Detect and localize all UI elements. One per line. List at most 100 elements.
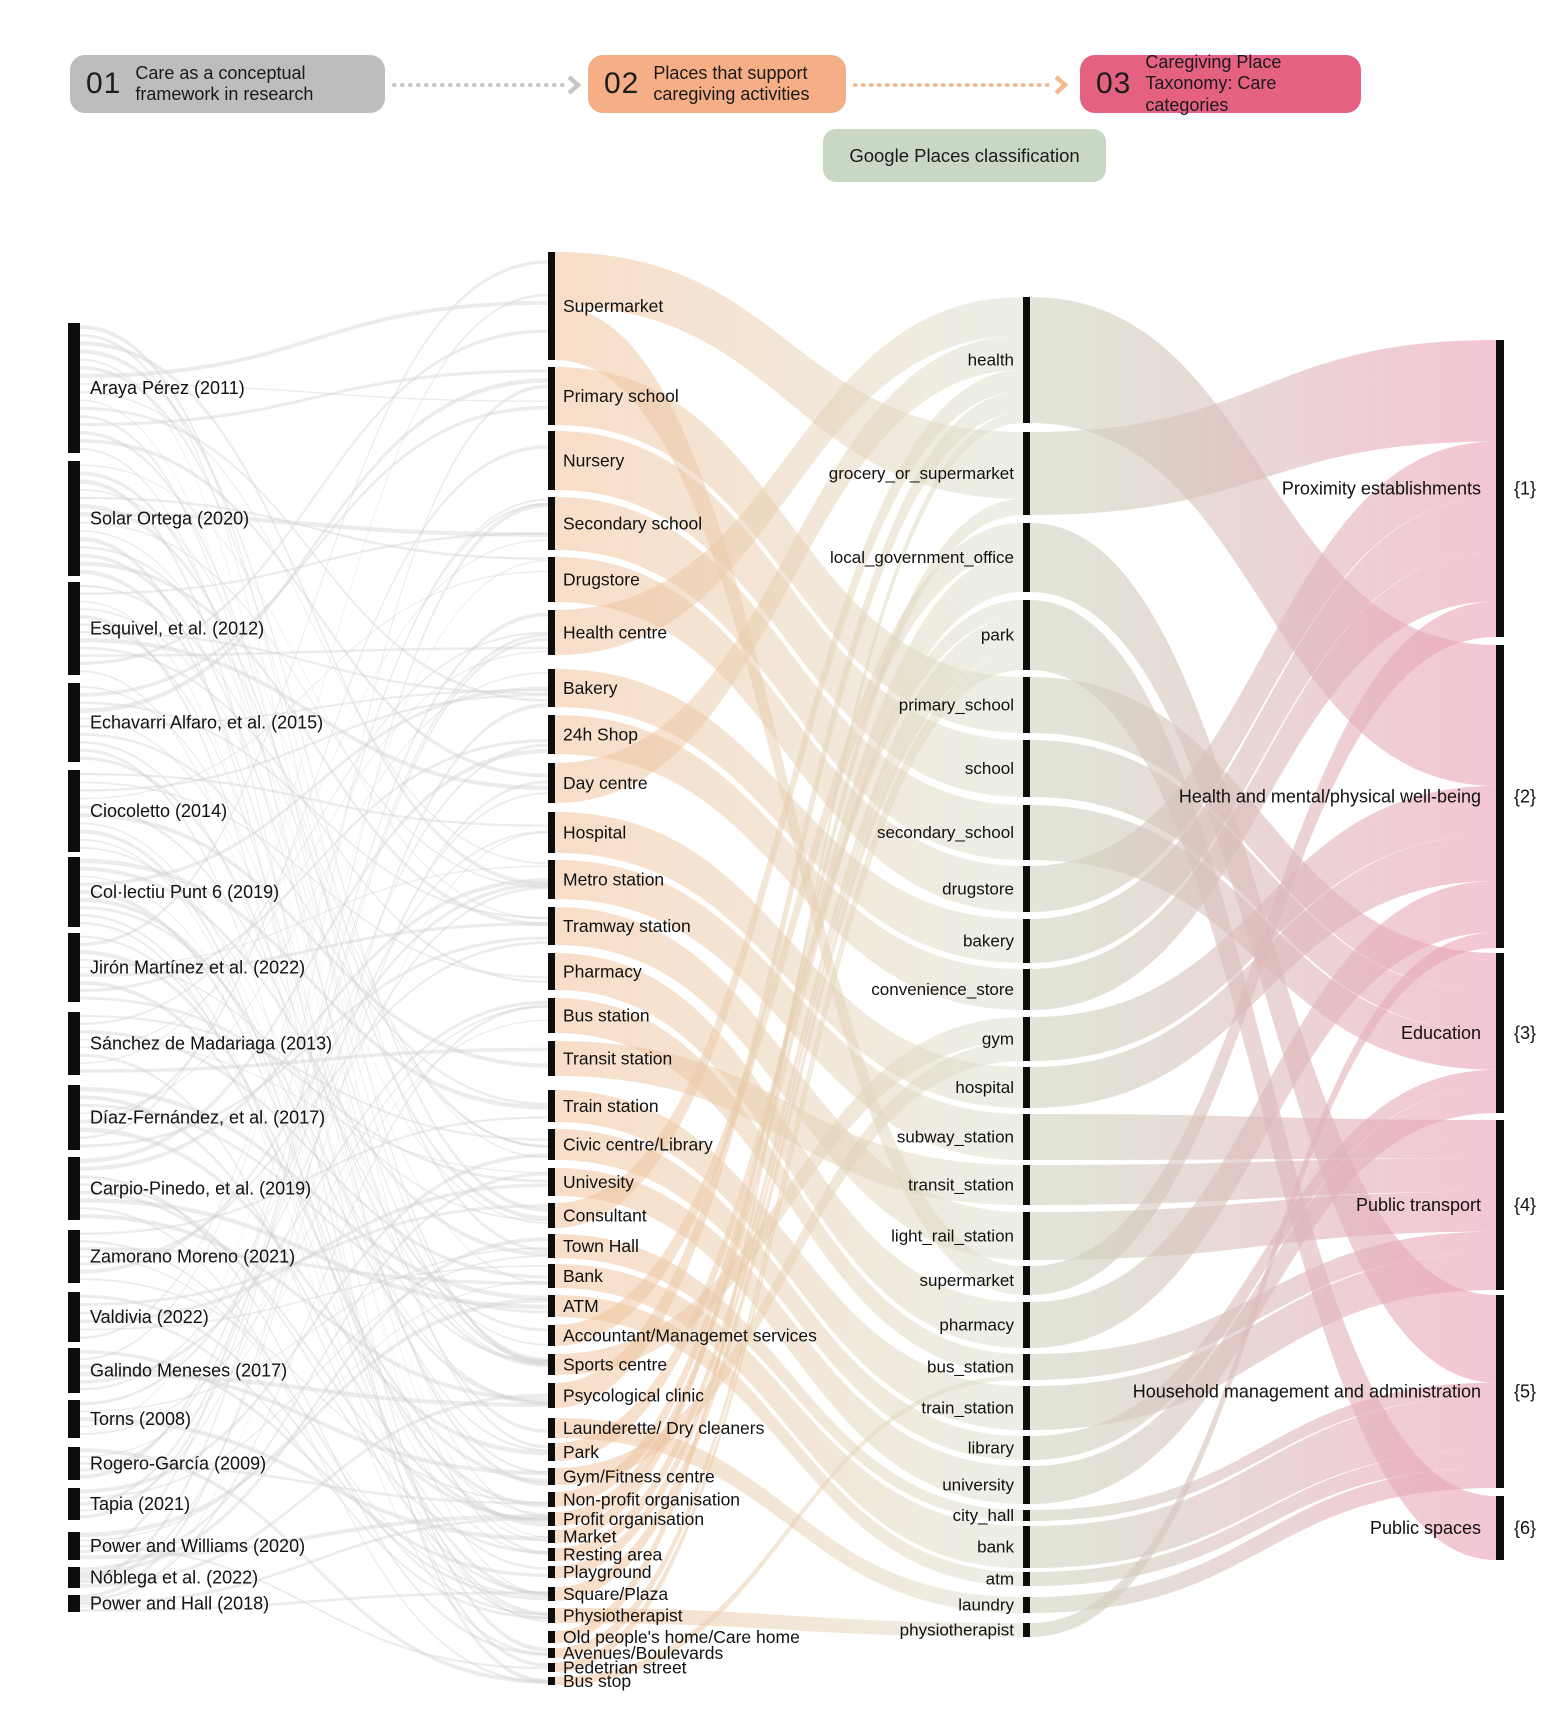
sankey-link-grey xyxy=(80,1278,548,1504)
sankey-node-bar xyxy=(548,1383,555,1408)
sankey-node-bar xyxy=(548,1512,555,1526)
node-label: Physiotherapist xyxy=(563,1606,683,1626)
sankey-link-grey xyxy=(80,878,548,1171)
chevron-icon xyxy=(1054,75,1069,95)
node-label: Drugstore xyxy=(563,570,640,590)
sankey-node-bar xyxy=(1023,919,1030,963)
node-label: Sánchez de Madariaga (2013) xyxy=(90,1034,332,1054)
sankey-link-grey xyxy=(80,631,548,695)
google-places-box: Google Places classification xyxy=(823,129,1106,182)
sankey-link-grey xyxy=(80,496,548,560)
sankey-node-bar xyxy=(68,1157,80,1220)
sankey-link xyxy=(1030,1069,1496,1460)
sankey-node-bar xyxy=(548,907,555,945)
node-label: atm xyxy=(986,1570,1014,1589)
sankey-link xyxy=(555,297,1023,655)
sankey-link xyxy=(555,998,1023,1376)
sankey-link xyxy=(1030,340,1496,515)
sankey-node-bar xyxy=(1496,1295,1504,1488)
sankey-link-grey xyxy=(80,941,548,1266)
sankey-link-grey xyxy=(80,1175,548,1657)
node-label: bank xyxy=(977,1538,1014,1557)
node-label: Valdivia (2022) xyxy=(90,1307,209,1327)
sankey-link xyxy=(555,860,1023,1160)
sankey-node-bar xyxy=(68,770,80,852)
node-label: Health and mental/physical well-being xyxy=(1179,787,1481,807)
sankey-node-bar xyxy=(548,715,555,754)
sankey-link-grey xyxy=(80,670,548,1622)
node-label: Primary school xyxy=(563,386,679,406)
links-studies-to-places xyxy=(80,260,548,1684)
sankey-link-grey xyxy=(80,646,548,657)
sankey-link xyxy=(555,1090,1023,1430)
node-label: Town Hall xyxy=(563,1236,639,1256)
node-label: Secondary school xyxy=(563,514,702,534)
node-label: local_government_office xyxy=(830,548,1014,567)
sankey-node-bar xyxy=(548,1566,555,1578)
sankey-link xyxy=(1030,1382,1496,1521)
sankey-link-grey xyxy=(80,1019,548,1458)
node-label: Esquivel, et al. (2012) xyxy=(90,619,264,639)
node-label: laundry xyxy=(958,1596,1014,1615)
sankey-link-grey xyxy=(80,1247,548,1286)
sankey-node-bar xyxy=(68,323,80,453)
node-label: Araya Pérez (2011) xyxy=(90,378,245,398)
node-label: ATM xyxy=(563,1296,599,1316)
sankey-node-bar xyxy=(548,1090,555,1122)
sankey-node-bar xyxy=(1023,1526,1030,1568)
category-tag: {2} xyxy=(1514,787,1536,807)
sankey-link xyxy=(555,1418,1023,1613)
sankey-link xyxy=(555,600,1023,1461)
step-number: 03 xyxy=(1096,67,1132,100)
sankey-link xyxy=(1030,1114,1496,1160)
node-label: grocery_or_supermarket xyxy=(829,464,1014,483)
sankey-node-bar xyxy=(548,669,555,707)
node-label: Gym/Fitness centre xyxy=(563,1467,715,1487)
sankey-link-grey xyxy=(80,858,548,1110)
sankey-link-grey xyxy=(80,739,548,992)
sankey-node-bar xyxy=(1023,1510,1030,1521)
node-label: convenience_store xyxy=(871,980,1014,999)
sankey-node-bar xyxy=(548,1587,555,1601)
sankey-node-bar xyxy=(548,1648,555,1658)
sankey-link xyxy=(555,1129,1023,1460)
sankey-link-grey xyxy=(80,1053,548,1595)
sankey-link-grey xyxy=(80,1095,548,1523)
sankey-link-grey xyxy=(80,553,548,1363)
sankey-link-grey xyxy=(80,822,548,1555)
node-label: library xyxy=(968,1439,1015,1458)
sankey-link-grey xyxy=(80,260,548,947)
sankey-node-bar xyxy=(548,1663,555,1672)
sankey-link-grey xyxy=(80,300,548,378)
sankey-link xyxy=(555,572,1023,1526)
sankey-labels: Araya Pérez (2011) Solar Ortega (2020) Esq… xyxy=(90,296,1536,1691)
category-tag: {1} xyxy=(1514,479,1536,499)
step-label: Caregiving Place Taxonomy: Care categori… xyxy=(1145,52,1282,115)
node-label: Public spaces xyxy=(1370,1518,1481,1538)
sankey-link-grey xyxy=(80,637,548,1519)
sankey-link-grey xyxy=(80,1349,548,1578)
node-label: Hospital xyxy=(563,823,626,843)
sankey-link-grey xyxy=(80,438,548,778)
sankey-link-grey xyxy=(80,831,548,1608)
sankey-link-grey xyxy=(80,890,548,1527)
sankey-link-grey xyxy=(80,512,548,537)
node-label: transit_station xyxy=(908,1176,1014,1195)
sankey-link-grey xyxy=(80,536,548,1684)
sankey-link xyxy=(555,1168,1023,1504)
node-label: bakery xyxy=(963,932,1015,951)
sankey-node-bar xyxy=(1023,1165,1030,1205)
node-label: Carpio-Pinedo, et al. (2019) xyxy=(90,1179,311,1199)
sankey-node-bar xyxy=(1496,645,1504,948)
sankey-link-grey xyxy=(80,1513,548,1560)
sankey-node-bar xyxy=(548,1203,555,1228)
sankey-link-grey xyxy=(80,935,548,1570)
sankey-link-grey xyxy=(80,792,548,1512)
sankey-link xyxy=(555,715,1023,1010)
sankey-node-bar xyxy=(1496,953,1504,1113)
node-label: light_rail_station xyxy=(891,1227,1014,1246)
sankey-link xyxy=(555,367,1023,733)
sankey-link-grey xyxy=(80,502,548,1580)
